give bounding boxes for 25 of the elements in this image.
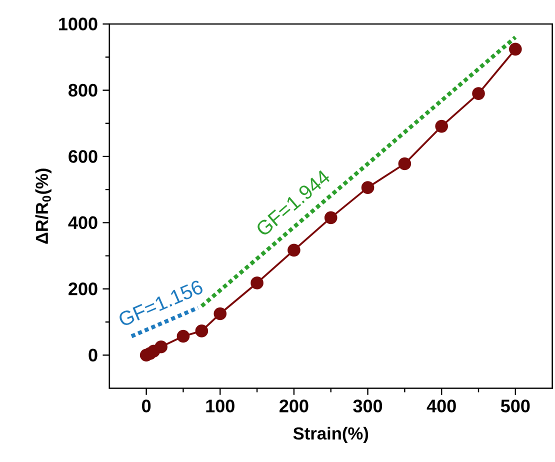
point [398, 158, 412, 170]
point [214, 308, 227, 320]
y-tick-label: 200 [68, 282, 98, 296]
point [288, 244, 300, 257]
y-tick-label: 400 [68, 216, 98, 230]
point [154, 340, 168, 354]
y-tick-label: 800 [68, 84, 98, 97]
point [250, 276, 264, 290]
y-tick-label: 1000 [59, 18, 98, 31]
x-tick-label: 300 [353, 400, 382, 413]
point [176, 330, 190, 343]
point [509, 42, 522, 56]
point [435, 120, 448, 133]
x-tick-label: 500 [500, 400, 530, 413]
x-axis-title: Strain(%) [293, 427, 368, 444]
x-tick-label: 100 [206, 400, 234, 413]
x-tick-label: 400 [426, 400, 456, 413]
point [361, 181, 374, 194]
y-tick-label: 600 [68, 150, 98, 164]
y-tick-label: 0 [88, 348, 98, 362]
x-tick-label: 0 [142, 400, 151, 413]
point [472, 87, 485, 100]
x-tick-label: 200 [280, 400, 308, 413]
y-axis-title: ΔR/R$_{0}$(%) [35, 168, 52, 244]
point [195, 324, 208, 338]
